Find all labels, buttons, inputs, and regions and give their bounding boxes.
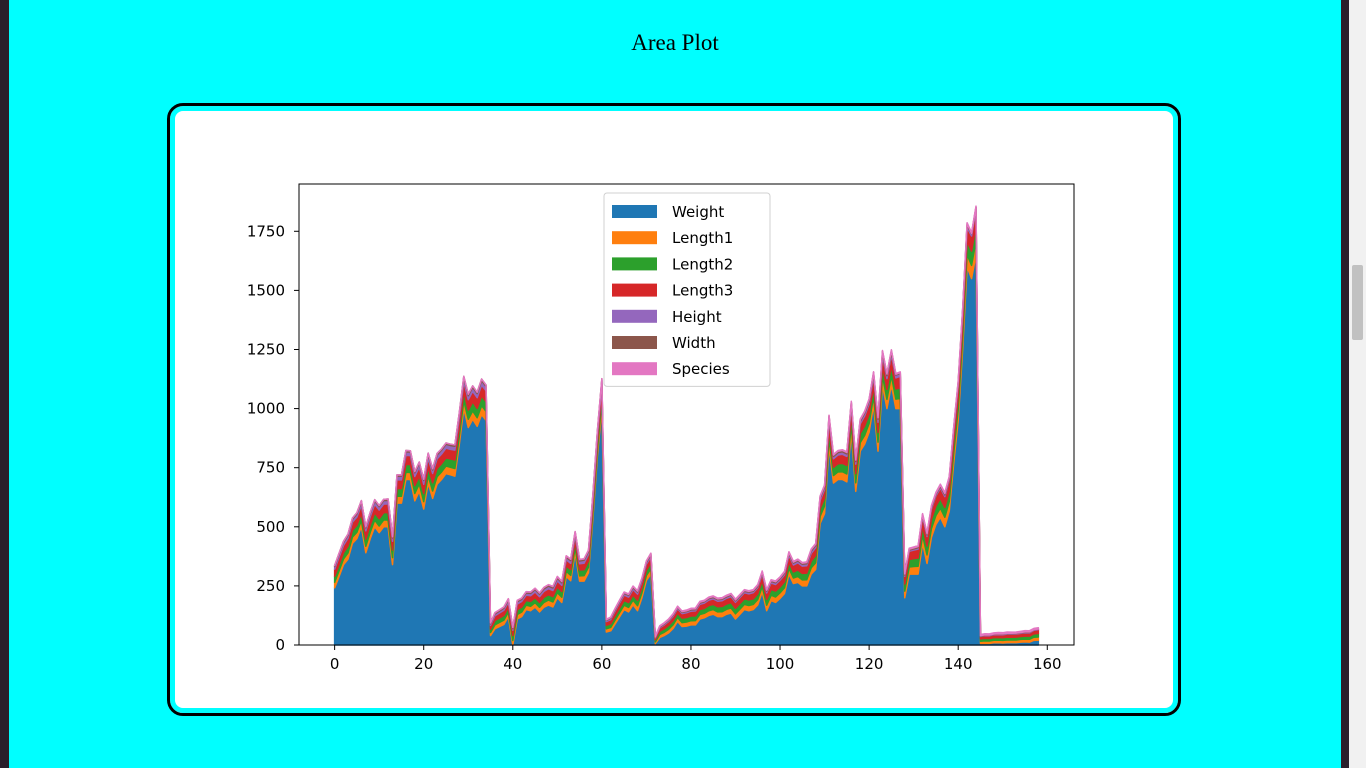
x-tick-label: 40 [503, 655, 522, 673]
y-tick-label: 750 [256, 459, 285, 477]
legend-label-length1: Length1 [672, 229, 733, 247]
legend-label-weight: Weight [672, 203, 724, 221]
y-tick-label: 1250 [247, 340, 285, 358]
legend-swatch-species [612, 362, 657, 376]
x-tick-label: 80 [681, 655, 700, 673]
legend-label-height: Height [672, 308, 722, 326]
x-tick-label: 120 [855, 655, 884, 673]
legend-swatch-height [612, 309, 657, 323]
area-species [333, 205, 1040, 638]
x-tick-label: 160 [1033, 655, 1062, 673]
scrollbar-thumb[interactable] [1352, 265, 1363, 340]
legend-label-length2: Length2 [672, 255, 733, 273]
legend-label-width: Width [672, 334, 716, 352]
legend-label-length3: Length3 [672, 282, 733, 300]
legend: Weight Length1 Length2 Length3 Height Width Sp… [603, 192, 771, 387]
area-plot: 0 20 40 60 80 100 120 140 160 0 250 500 750 1000 1250… [247, 183, 1075, 673]
chart-card: 0 20 40 60 80 100 120 140 160 0 250 500 750 1000 1250… [167, 103, 1181, 716]
y-tick-label: 500 [256, 518, 285, 536]
y-axis: 0 250 500 750 1000 1250 1500 1750 [247, 222, 299, 654]
legend-swatch-length1 [612, 231, 657, 245]
x-tick-label: 100 [766, 655, 795, 673]
legend-swatch-length3 [612, 283, 657, 297]
page-title: Area Plot [631, 30, 719, 55]
legend-swatch-length2 [612, 257, 657, 271]
x-axis: 0 20 40 60 80 100 120 140 160 [330, 645, 1062, 673]
y-tick-label: 1500 [247, 281, 285, 299]
y-tick-label: 250 [256, 577, 285, 595]
x-tick-label: 60 [592, 655, 611, 673]
y-tick-label: 1750 [247, 222, 285, 240]
y-tick-label: 0 [275, 636, 285, 654]
legend-swatch-weight [612, 205, 657, 218]
x-tick-label: 20 [414, 655, 433, 673]
x-tick-label: 140 [944, 655, 973, 673]
page-background: Area Plot 0 20 40 60 80 100 120 140 160 0 250 500 7… [9, 0, 1341, 768]
x-tick-label: 0 [330, 655, 340, 673]
legend-swatch-width [612, 336, 657, 349]
plot-frame [298, 183, 1075, 646]
legend-label-species: Species [672, 360, 730, 378]
vertical-scrollbar[interactable] [1349, 0, 1366, 768]
y-tick-label: 1000 [247, 400, 285, 418]
